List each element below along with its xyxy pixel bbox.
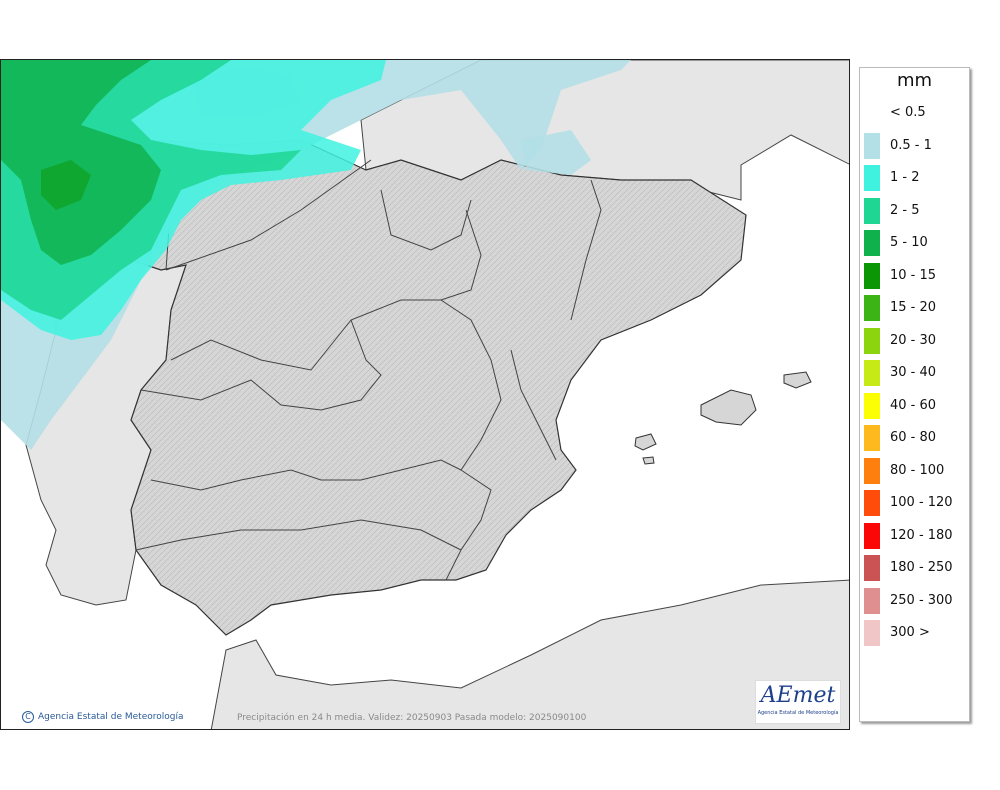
legend-swatch bbox=[864, 587, 880, 614]
legend-item: 30 - 40 bbox=[860, 360, 969, 386]
formentera-island bbox=[642, 456, 655, 465]
legend-item: 120 - 180 bbox=[860, 522, 969, 549]
legend-swatch bbox=[864, 360, 880, 386]
legend-item: 180 - 250 bbox=[860, 555, 969, 581]
legend-label: 2 - 5 bbox=[890, 202, 920, 218]
legend-swatch bbox=[864, 295, 880, 321]
aemet-logo: AEmet Agencia Estatal de Meteorología bbox=[755, 680, 841, 724]
legend-swatch bbox=[864, 165, 880, 191]
legend-item: 80 - 100 bbox=[860, 457, 969, 484]
legend-swatch bbox=[864, 132, 880, 159]
logo-word: AEmet bbox=[760, 683, 836, 708]
legend-swatch bbox=[864, 620, 880, 646]
legend-swatch bbox=[864, 262, 880, 289]
legend-swatch bbox=[864, 327, 880, 354]
legend: mm < 0.5 0.5 - 1 1 - 2 2 - 5 5 - 10 10 - 15 15… bbox=[859, 67, 970, 722]
legend-label: 180 - 250 bbox=[890, 560, 953, 575]
legend-label: 100 - 120 bbox=[890, 495, 953, 510]
legend-swatch bbox=[864, 197, 880, 224]
legend-item: 1 - 2 bbox=[860, 165, 969, 191]
precip-zone-5-10-b bbox=[41, 160, 91, 210]
menorca-island bbox=[783, 371, 812, 389]
legend-item: 40 - 60 bbox=[860, 392, 969, 419]
legend-item: 15 - 20 bbox=[860, 295, 969, 321]
agency-credit-text: Agencia Estatal de Meteorología bbox=[38, 712, 184, 722]
legend-label: 80 - 100 bbox=[890, 462, 945, 478]
mallorca-island bbox=[700, 389, 757, 426]
legend-item: 0.5 - 1 bbox=[860, 132, 969, 159]
logo-subtitle: Agencia Estatal de Meteorología bbox=[757, 710, 839, 716]
legend-swatch bbox=[864, 522, 880, 549]
legend-label: 1 - 2 bbox=[890, 170, 920, 185]
legend-swatch bbox=[864, 230, 880, 256]
legend-label: 120 - 180 bbox=[890, 527, 953, 543]
legend-label: 60 - 80 bbox=[890, 430, 937, 445]
legend-label: 250 - 300 bbox=[890, 592, 953, 608]
legend-label: 30 - 40 bbox=[890, 365, 937, 380]
copyright-icon: C bbox=[22, 711, 34, 723]
legend-swatch bbox=[864, 457, 880, 484]
legend-item: 100 - 120 bbox=[860, 490, 969, 516]
legend-label: 0.5 - 1 bbox=[890, 137, 932, 153]
precipitation-map bbox=[0, 59, 850, 730]
spain-land bbox=[30, 129, 747, 636]
legend-item: < 0.5 bbox=[860, 100, 969, 126]
legend-item: 10 - 15 bbox=[860, 262, 969, 289]
legend-item: 2 - 5 bbox=[860, 197, 969, 224]
legend-swatch bbox=[864, 425, 880, 451]
legend-label: 10 - 15 bbox=[890, 267, 937, 283]
ibiza-island bbox=[634, 433, 657, 451]
legend-item: 250 - 300 bbox=[860, 587, 969, 614]
legend-label: 5 - 10 bbox=[890, 235, 928, 250]
agency-credit: C Agencia Estatal de Meteorología bbox=[22, 711, 184, 723]
legend-label: 15 - 20 bbox=[890, 300, 937, 315]
precip-zone-0-5-1-b bbox=[521, 130, 591, 175]
map-caption: Precipitación en 24 h media. Validez: 20… bbox=[237, 713, 587, 723]
legend-unit: mm bbox=[896, 70, 933, 91]
legend-swatch bbox=[864, 100, 880, 126]
legend-swatch bbox=[864, 392, 880, 419]
legend-item: 5 - 10 bbox=[860, 230, 969, 256]
legend-item: 300 > bbox=[860, 620, 969, 646]
legend-swatch bbox=[864, 555, 880, 581]
legend-item: 60 - 80 bbox=[860, 425, 969, 451]
legend-label: 20 - 30 bbox=[890, 332, 937, 348]
legend-item: 20 - 30 bbox=[860, 327, 969, 354]
legend-swatch bbox=[864, 490, 880, 516]
map-canvas bbox=[1, 60, 849, 729]
africa-land bbox=[210, 579, 849, 729]
precip-zone-5-10 bbox=[1, 60, 161, 265]
legend-label: < 0.5 bbox=[890, 105, 926, 120]
legend-label: 40 - 60 bbox=[890, 397, 937, 413]
legend-label: 300 > bbox=[890, 625, 930, 640]
